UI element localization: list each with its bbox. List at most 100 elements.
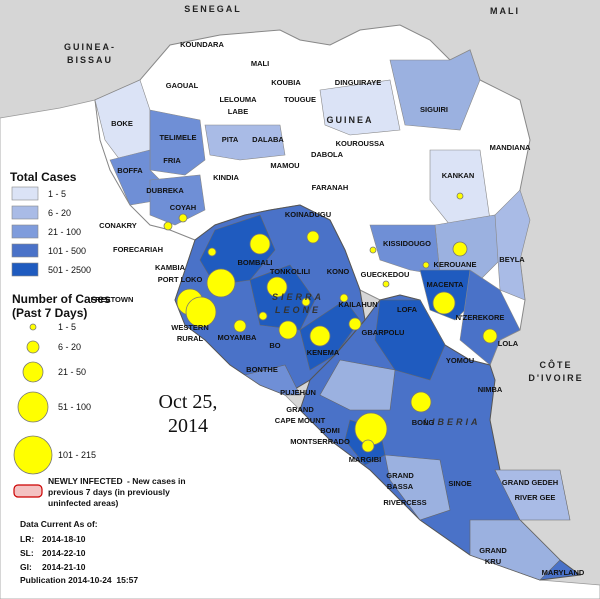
district-label: MAMOU: [270, 161, 299, 170]
district-label: MACENTA: [427, 280, 465, 289]
info-row: 2014-18-10: [42, 534, 86, 544]
case-circle: [233, 319, 247, 333]
district: [149, 174, 206, 226]
legend-item: 501 - 2500: [48, 265, 91, 275]
legend-item: 101 - 500: [48, 246, 86, 256]
district-label: N'ZEREKORE: [456, 313, 505, 322]
case-circle: [206, 268, 236, 298]
case-circle: [482, 328, 498, 344]
district-label: MONTSERRADO: [290, 437, 350, 446]
case-circle: [178, 213, 188, 223]
district: [374, 299, 446, 381]
info-title: Data Current As of:: [20, 519, 98, 529]
district: [204, 124, 286, 161]
case-circle: [410, 391, 432, 413]
case-circle: [163, 221, 173, 231]
legend-circle: [13, 435, 53, 475]
case-circle: [361, 439, 375, 453]
district-label: KANKAN: [442, 171, 475, 180]
district-label: FARANAH: [312, 183, 349, 192]
case-circle: [456, 192, 464, 200]
info-row: LR:: [20, 534, 34, 544]
district-label: SIGUIRI: [420, 105, 448, 114]
country-label: GUINEA: [326, 115, 373, 125]
country-label: SIERRA: [272, 292, 324, 302]
case-circle: [306, 230, 320, 244]
district: [459, 269, 521, 366]
legend-item: 21 - 50: [58, 367, 86, 377]
district-label: KONO: [327, 267, 350, 276]
country-label: MALI: [490, 6, 520, 16]
district-label: COYAH: [170, 203, 196, 212]
district-label: RIVER GEE: [515, 493, 556, 502]
legend-swatch: [11, 243, 39, 258]
legend-item: 21 - 100: [48, 227, 81, 237]
district-label: KAILAHUN: [338, 300, 377, 309]
district-label: LABE: [228, 107, 248, 116]
case-circle: [422, 261, 430, 269]
district-label: NIMBA: [478, 385, 503, 394]
district-label: DUBREKA: [146, 186, 184, 195]
district-label: CAPE MOUNT: [275, 416, 326, 425]
district-label: TOUGUE: [284, 95, 316, 104]
case-circle: [278, 320, 298, 340]
case-circle: [309, 325, 331, 347]
legend-swatch: [11, 262, 39, 277]
district: [244, 364, 301, 396]
country-label: SENEGAL: [184, 4, 242, 14]
district-label: BONTHE: [246, 365, 278, 374]
district: [384, 454, 451, 521]
district-label: KOUROUSSA: [336, 139, 385, 148]
district-label: PITA: [222, 135, 239, 144]
case-circle: [301, 297, 311, 307]
legend-item: 101 - 215: [58, 450, 96, 460]
case-circle: [382, 280, 390, 288]
district-label: RIVERCESS: [383, 498, 426, 507]
district-label: KOUBIA: [271, 78, 301, 87]
district-label: GAOUAL: [166, 81, 199, 90]
district-label: LOLA: [498, 339, 519, 348]
legend-circle: [26, 340, 40, 354]
district-label: KISSIDOUGO: [383, 239, 431, 248]
legend-swatch: [13, 484, 43, 498]
district-label: MARYLAND: [542, 568, 585, 577]
district-label: LOFA: [397, 305, 418, 314]
district: [494, 469, 571, 521]
case-circle: [266, 276, 288, 298]
district: [389, 49, 481, 131]
legend-title: (Past 7 Days): [12, 306, 87, 320]
district-label: DABOLA: [311, 150, 344, 159]
district-label: GRAND: [386, 471, 414, 480]
legend-swatch: [11, 205, 39, 220]
legend-item: 1 - 5: [58, 322, 76, 332]
case-circle: [354, 412, 388, 446]
district: [319, 79, 401, 136]
district: [319, 359, 396, 411]
case-circle: [339, 293, 349, 303]
info-row: GI:: [20, 562, 32, 572]
country-label: CÔTE: [539, 359, 572, 370]
case-circle: [207, 247, 217, 257]
date-label: Oct 25,: [159, 391, 218, 413]
info-publication: Publication 2014-10-24 15:57: [20, 575, 138, 585]
district-label: GRAND: [286, 405, 314, 414]
district-label: YOMOU: [446, 356, 474, 365]
legend-circle: [17, 391, 49, 423]
country-label: LIBERIA: [424, 417, 481, 427]
district-label: BOMBALI: [238, 258, 273, 267]
district-label: KINDIA: [213, 173, 239, 182]
info-row: 2014-22-10: [42, 548, 86, 558]
legend-circle: [22, 361, 44, 383]
district-label: DALABA: [252, 135, 284, 144]
legend-title: Total Cases: [10, 170, 77, 184]
legend-swatch: [11, 186, 39, 201]
district-label: FRIA: [163, 156, 181, 165]
district-label: PUJEHUN: [280, 388, 316, 397]
district-label: KENEMA: [307, 348, 340, 357]
district-label: MOYAMBA: [218, 333, 257, 342]
country-label: D'IVOIRE: [528, 373, 583, 383]
district-label: BOKE: [111, 119, 133, 128]
legend-item: NEWLY INFECTED: [48, 476, 123, 486]
case-circle: [369, 246, 377, 254]
